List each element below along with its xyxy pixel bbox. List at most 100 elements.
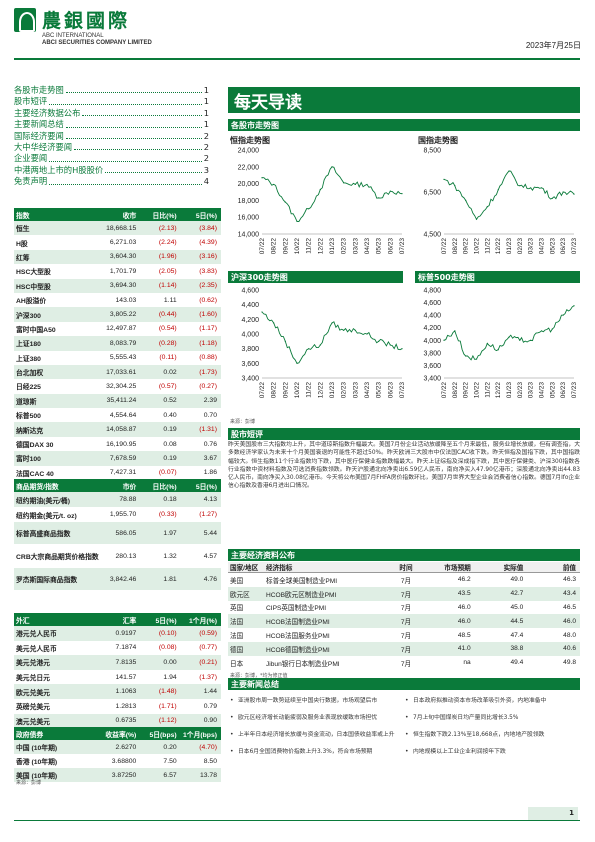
table-cell: (0.21) (199, 658, 217, 666)
toc-item[interactable]: 中港两地上市的H股股价 3 (14, 165, 209, 176)
toc-item[interactable]: 国际经济要闻 2 (14, 131, 209, 142)
x-tick-label: 03/23 (352, 382, 359, 399)
table-cell: 586.05 (115, 529, 137, 537)
column-header: 外汇 (16, 617, 30, 625)
x-tick-label: 12/22 (317, 382, 324, 399)
table-row: 纽约期油(美元/桶) 78.88 0.18 4.13 (14, 492, 221, 507)
x-tick-label: 11/22 (306, 238, 313, 254)
x-tick-label: 02/23 (517, 382, 524, 399)
table-row: 台北加权 17,033.61 0.02 (1.73) (14, 364, 221, 380)
sp500-line-chart: 4,800 4,600 4,400 4,200 4,000 3,800 3,600 3,400… (423, 288, 578, 399)
table-cell: CRB大宗商品期货价格指数 (16, 554, 99, 561)
table-row: 香港 (10年期) 3.68800 7.50 8.50 (14, 754, 221, 768)
table-cell: 标普500 (16, 413, 41, 421)
table-row: 美国 (10年期) 3.87250 6.57 13.78 (14, 768, 221, 782)
toc-item[interactable]: 主要新闻总结 1 (14, 119, 209, 130)
table-cell: HCOB德国制造业PMI (266, 646, 330, 654)
table-cell: 46.0 (563, 617, 577, 625)
toc-item[interactable]: 股市短评 1 (14, 96, 209, 107)
x-tick-label: 04/23 (364, 238, 371, 255)
table-cell: 美国 (230, 577, 244, 585)
bullet-icon: • (230, 748, 234, 755)
x-tick-label: 04/23 (364, 382, 371, 399)
data-point (573, 305, 575, 307)
chart-title-hscei: 国指走势图 (418, 136, 458, 145)
toc-item-page: 3 (203, 164, 209, 175)
column-header: 5日(bps) (149, 731, 177, 739)
data-point (331, 322, 333, 324)
charts-source: 来源：彭博 (230, 419, 256, 425)
data-point (401, 348, 403, 350)
x-tick-label: 11/22 (484, 382, 491, 398)
table-cell: 1,701.79 (109, 267, 137, 275)
table-cell: 280.13 (115, 552, 137, 560)
table-cell: 17,033.61 (106, 368, 137, 376)
table-cell: 5,555.43 (109, 354, 137, 362)
toc-leader (49, 176, 202, 185)
table-cell: 0.08 (163, 440, 177, 448)
table-cell: 1.94 (163, 673, 177, 681)
toc-item-page: 1 (203, 96, 209, 107)
bullet-icon: • (230, 714, 234, 721)
table-cell: 7月 (400, 633, 412, 641)
data-point (475, 358, 478, 360)
toc-item[interactable]: 免责声明 4 (14, 176, 209, 187)
toc-item-page: 2 (203, 130, 209, 141)
toc-item-page: 2 (203, 153, 209, 164)
table-cell: (0.11) (159, 354, 177, 362)
column-header: 市价 (122, 483, 137, 491)
table-row: 德国DAX 30 16,190.95 0.08 0.76 (14, 437, 221, 451)
table-cell: 2.39 (203, 397, 217, 405)
column-header: 5日(%) (195, 483, 217, 491)
table-cell: 日本 (230, 660, 244, 668)
toc-item[interactable]: 大中华经济要闻 2 (14, 142, 209, 153)
fx-table: 外汇 汇率 5日(%) 1个月(%) 港元兑人民币 0.9197 (0.10) (0.59) 美… (14, 613, 221, 729)
toc-leader (74, 142, 202, 151)
toc-leader (65, 131, 202, 140)
table-cell: (0.62) (199, 296, 217, 304)
toc-item-label: 大中华经济要闻 (14, 142, 73, 153)
table-cell: (3.83) (199, 267, 217, 275)
table-cell: HSC中型股 (16, 283, 51, 291)
table-cell: 46.0 (457, 603, 471, 611)
table-cell: 42.7 (510, 590, 524, 598)
table-cell: 0.00 (163, 658, 177, 666)
section-charts-title: 各股市走势图 (228, 119, 580, 131)
table-cell: 0.02 (163, 368, 177, 376)
x-tick-label: 07/23 (571, 382, 578, 399)
data-point (486, 206, 488, 208)
bullet-icon: • (405, 731, 409, 738)
table-cell: 16,190.95 (106, 440, 137, 448)
table-cell: 2.6270 (115, 743, 137, 751)
toc-item-label: 企业要闻 (14, 153, 48, 164)
table-row: 港元兑人民币 0.9197 (0.10) (0.59) (14, 626, 221, 641)
data-point (366, 333, 368, 335)
table-row: 标普500 4,554.64 0.40 0.70 (14, 408, 221, 422)
table-cell: 41.0 (457, 645, 471, 653)
column-header: 日比(%) (152, 483, 177, 491)
y-tick-label: 3,600 (241, 361, 259, 368)
data-point (389, 190, 391, 192)
y-tick-label: 4,600 (241, 288, 259, 295)
table-cell: 143.03 (115, 296, 137, 304)
toc-item[interactable]: 各股市走势图 1 (14, 85, 209, 96)
table-cell: HCOB欧元区制造业PMI (266, 591, 337, 599)
toc-leader (105, 165, 202, 174)
table-cell: 7.1874 (115, 644, 137, 652)
x-tick-label: 07/22 (259, 382, 266, 399)
y-tick-label: 4,200 (241, 317, 259, 324)
table-cell: 3,842.46 (109, 575, 137, 583)
table-cell: 0.18 (163, 496, 177, 503)
table-cell: HCOB法国服务业PMI (266, 633, 330, 641)
market-commentary: 昨天美国股市三大指数均上升，其中道琼斯指数升幅最大。美国7月份企业活动放缓降至五… (228, 442, 580, 490)
toc-item-label: 免责声明 (14, 176, 48, 187)
table-cell: 18,668.15 (106, 224, 137, 232)
table-row: 日本 Jibun银行日本制造业PMI 7月 na 49.4 49.8 (228, 656, 580, 670)
toc-item[interactable]: 主要经济数据公布 1 (14, 108, 209, 119)
data-point (454, 185, 456, 187)
table-cell: 中国 (10年期) (16, 745, 58, 752)
table-row: 英国 CIPS英国制造业PMI 7月 46.0 45.0 46.5 (228, 601, 580, 615)
table-cell: 标普高盛商品指数 (16, 531, 71, 538)
toc-item[interactable]: 企业要闻 2 (14, 153, 209, 164)
table-cell: 4.57 (203, 552, 217, 560)
